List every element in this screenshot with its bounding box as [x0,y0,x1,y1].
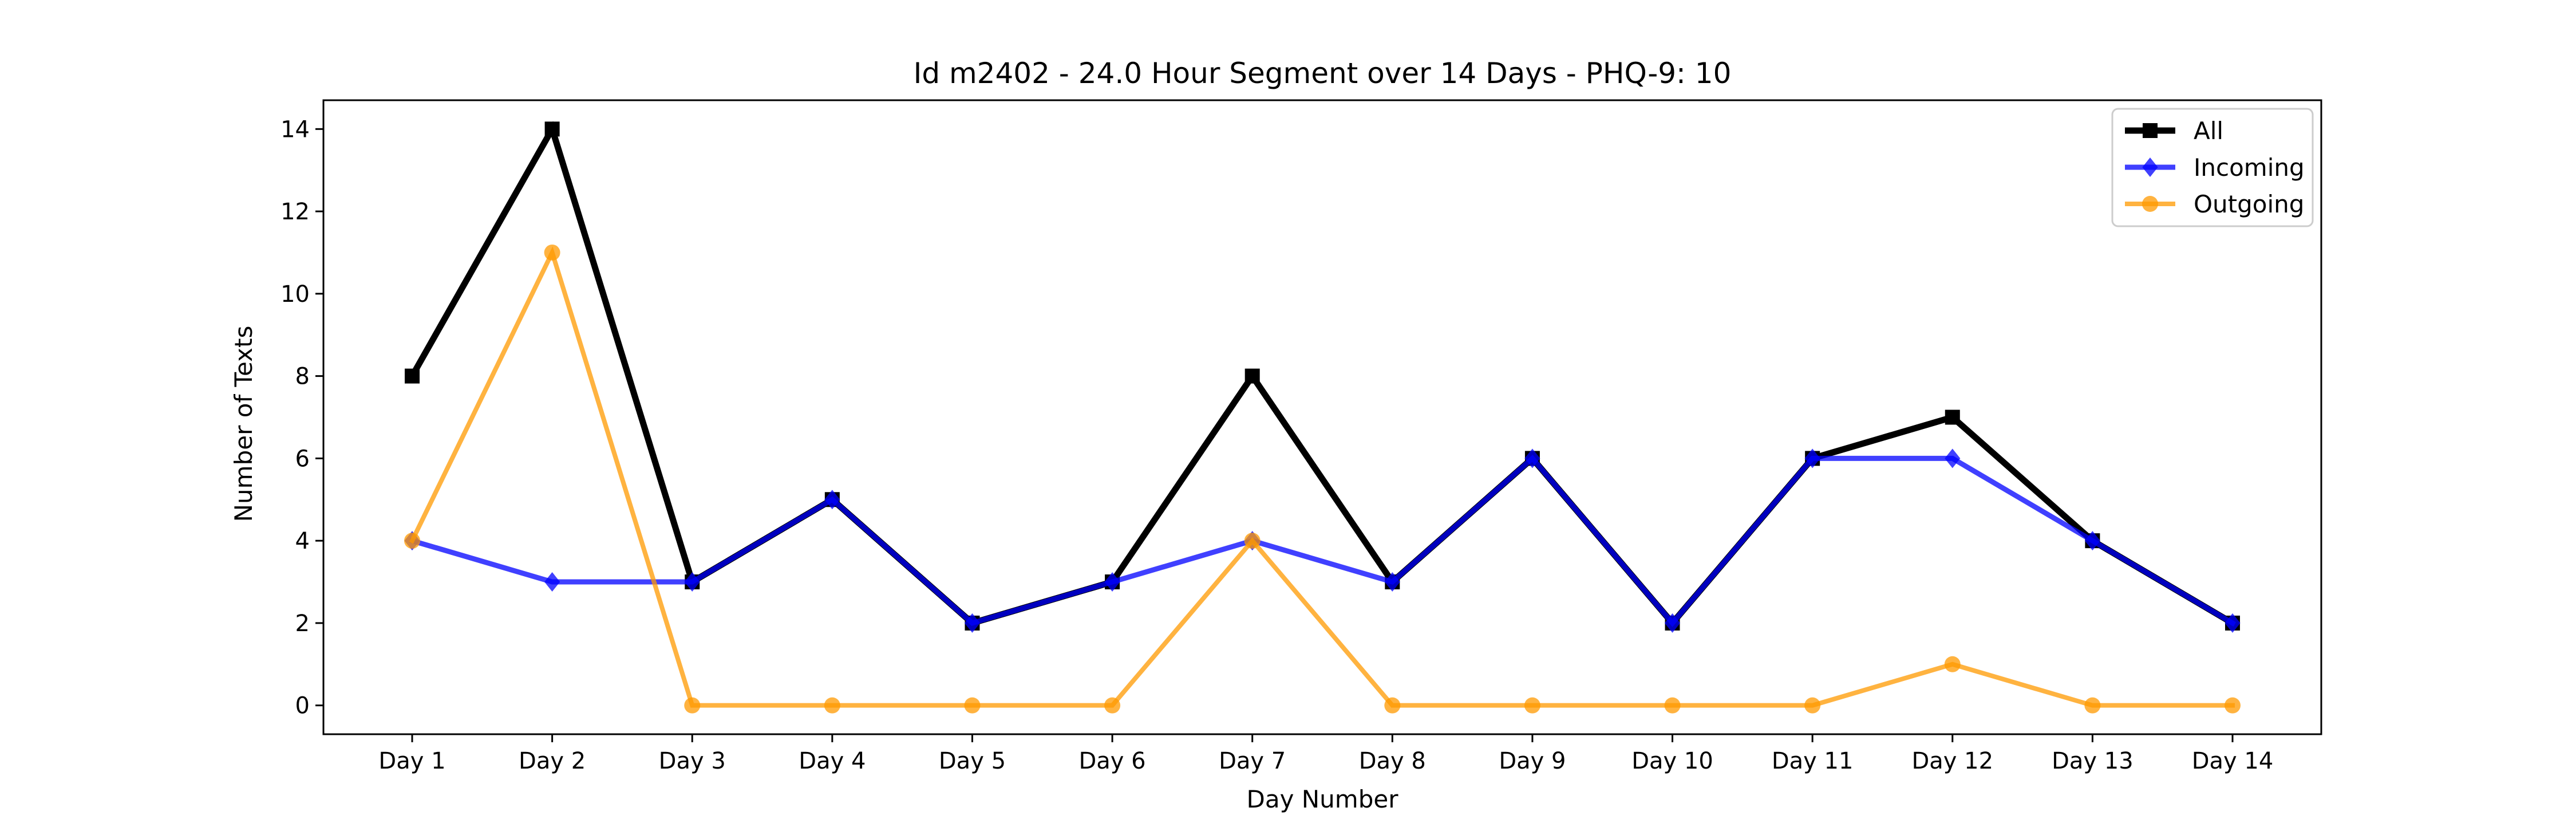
legend-box [2111,108,2314,227]
y-tick-label: 12 [280,199,310,225]
series-line-incoming [409,454,2237,627]
data-point-outgoing [404,533,420,549]
data-point-incoming [1804,448,1820,468]
data-point-outgoing [544,244,560,261]
y-tick-label: 14 [280,116,310,143]
x-tick-label: Day 7 [1219,748,1286,774]
data-point-all [405,368,420,384]
data-point-outgoing [1244,533,1261,549]
y-axis-label: Number of Texts [230,326,258,522]
data-point-outgoing [2225,697,2241,714]
legend-label-incoming: Incoming [2194,153,2305,182]
data-point-incoming [824,490,840,510]
data-point-outgoing [684,697,701,714]
y-tick-label: 8 [295,364,310,390]
x-tick-label: Day 11 [1772,748,1854,774]
x-tick-label: Day 8 [1359,748,1426,774]
data-point-outgoing [1944,656,1961,672]
data-point-incoming [1384,572,1400,592]
x-tick-label: Day 2 [519,748,586,774]
y-tick-label: 0 [295,693,310,719]
y-tick-label: 4 [295,528,310,554]
x-tick-label: Day 14 [2192,748,2274,774]
data-point-incoming [1945,448,1961,468]
data-point-incoming [684,572,700,592]
x-tick-label: Day 10 [1631,748,1713,774]
y-tick-label: 10 [280,281,310,308]
data-point-incoming [1664,613,1681,633]
series-layer [404,121,2241,714]
y-tick-label: 2 [295,611,310,637]
x-tick-label: Day 12 [1911,748,1993,774]
x-axis-ticks: Day 1 Day 2 Day 3 Day 4 Day 5 Day 6 Day 7 Day 8… [378,734,2273,774]
legend-label-all: All [2194,117,2223,145]
data-point-incoming [964,613,981,633]
data-point-outgoing [2084,697,2101,714]
data-point-incoming [2225,613,2241,633]
data-point-incoming [544,572,560,592]
x-tick-label: Day 6 [1078,748,1145,774]
data-point-incoming [2084,531,2100,551]
y-tick-label: 6 [295,446,310,472]
legend-marker-outgoing [2142,196,2158,212]
legend: All Incoming Outgoing [2111,108,2314,227]
x-axis-label: Day Number [1246,785,1398,813]
legend-marker-incoming [2142,157,2158,177]
data-point-all [544,121,560,137]
data-point-outgoing [1104,697,1121,714]
x-tick-label: Day 5 [939,748,1006,774]
data-point-incoming [1524,448,1540,468]
data-point-outgoing [1384,697,1401,714]
data-point-incoming [1104,572,1120,592]
legend-label-outgoing: Outgoing [2194,190,2304,218]
x-tick-label: Day 1 [378,748,445,774]
data-point-outgoing [1804,697,1821,714]
y-axis-ticks: 0 2 4 6 8 10 12 14 [280,116,323,719]
plot-frame [322,99,2322,735]
x-tick-label: Day 3 [659,748,726,774]
data-point-all [1244,368,1260,384]
series-line-outgoing [409,246,2235,708]
legend-marker-all [2143,123,2158,138]
data-point-outgoing [964,697,981,714]
x-tick-label: Day 4 [799,748,866,774]
legend-items: All Incoming Outgoing [2125,117,2305,218]
data-point-all [1945,409,1960,425]
data-point-outgoing [1524,697,1540,714]
x-tick-label: Day 13 [2052,748,2134,774]
data-point-outgoing [824,697,840,714]
data-point-outgoing [1664,697,1681,714]
series-outgoing [404,244,2241,714]
x-tick-label: Day 9 [1499,748,1566,774]
chart-title: Id m2402 - 24.0 Hour Segment over 14 Day… [914,57,1732,90]
